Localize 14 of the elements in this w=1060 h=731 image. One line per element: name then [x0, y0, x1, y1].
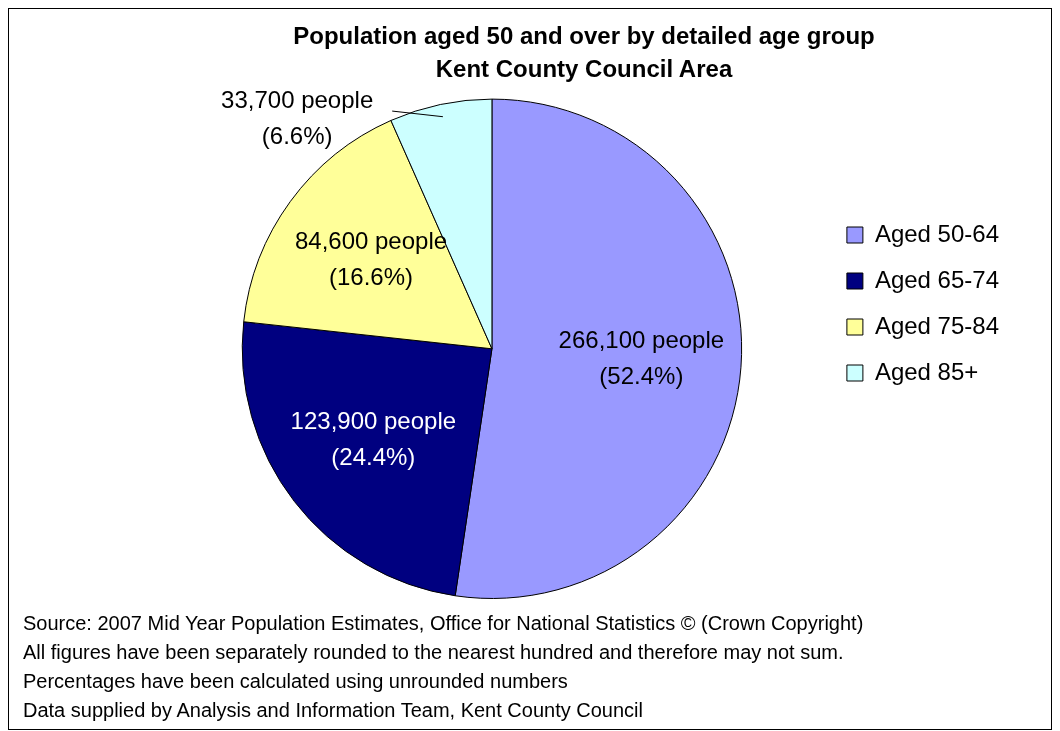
- chart-title: Population aged 50 and over by detailed age group: [293, 22, 875, 50]
- legend-label: Aged 50-64: [874, 219, 1000, 247]
- text: All figures have been separately rounded to the nearest hundred and therefore may not sum.: [23, 640, 845, 665]
- legend-label: Aged 85+: [874, 357, 979, 385]
- legend-label: Aged 75-84: [874, 311, 1000, 339]
- data-label: 123,900 people (24.4%): [290, 406, 457, 470]
- source-note: Source: 2007 Mid Year Population Estimates, Office for National Statistics © (Crown Copyright): [23, 611, 865, 636]
- text: Data supplied by Analysis and Information Team, Kent County Council: [23, 698, 644, 723]
- chart-subtitle: Kent County Council Area: [435, 54, 733, 82]
- legend-label: Aged 65-74: [874, 265, 1000, 293]
- text: Percentages have been calculated using unrounded numbers: [23, 669, 569, 694]
- data-label: 266,100 people (52.4%): [558, 326, 725, 390]
- data-label: 84,600 people (16.6%): [294, 227, 448, 290]
- data-label: 33,700 people (6.6%): [221, 85, 374, 149]
